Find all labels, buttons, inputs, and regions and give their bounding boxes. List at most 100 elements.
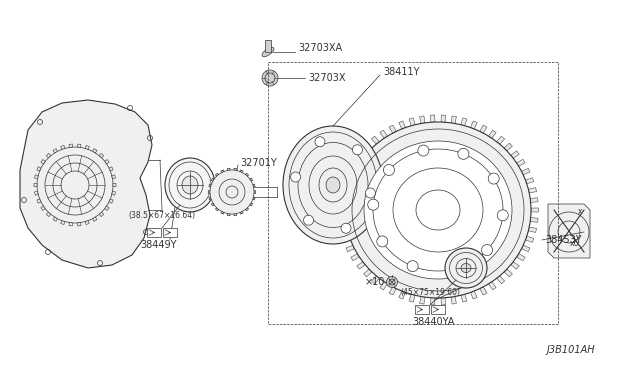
Polygon shape [245,208,248,211]
Polygon shape [105,206,109,211]
Polygon shape [497,276,505,284]
Polygon shape [109,167,113,171]
Polygon shape [430,115,435,122]
Polygon shape [525,178,534,184]
Polygon shape [451,116,456,124]
Circle shape [497,210,508,221]
Polygon shape [548,204,590,258]
Circle shape [291,172,301,182]
Polygon shape [37,199,41,203]
Polygon shape [245,173,248,176]
Polygon shape [227,168,230,170]
Polygon shape [346,168,355,175]
Ellipse shape [445,248,487,288]
Polygon shape [105,160,109,164]
Polygon shape [337,208,345,212]
Polygon shape [69,222,72,226]
Polygon shape [530,218,538,222]
Circle shape [368,199,379,210]
Ellipse shape [283,126,383,244]
Polygon shape [227,214,230,216]
Circle shape [341,223,351,233]
Polygon shape [216,208,219,211]
Polygon shape [420,116,425,124]
Polygon shape [346,245,355,252]
Circle shape [407,261,418,272]
Circle shape [262,70,278,86]
Polygon shape [253,197,255,200]
Polygon shape [250,178,253,181]
Polygon shape [461,294,467,302]
Polygon shape [470,121,477,129]
Polygon shape [77,222,81,226]
Polygon shape [34,183,37,187]
Polygon shape [112,191,115,195]
Polygon shape [371,136,380,144]
Polygon shape [254,190,256,193]
Text: x6: x6 [570,239,579,248]
Circle shape [377,236,388,247]
Polygon shape [211,178,214,181]
Polygon shape [409,294,415,302]
Polygon shape [504,143,513,151]
Polygon shape [488,282,496,290]
Polygon shape [41,160,45,164]
Circle shape [315,137,325,147]
Polygon shape [240,170,243,173]
Text: (45×75×19.60): (45×75×19.60) [400,288,460,297]
Polygon shape [420,296,425,304]
Polygon shape [113,183,116,187]
Circle shape [303,215,314,225]
Text: 32703XA: 32703XA [298,43,342,53]
Polygon shape [480,125,487,133]
Bar [415,305,429,314]
Polygon shape [351,254,360,261]
Bar [163,228,177,237]
Circle shape [488,173,499,184]
Polygon shape [529,187,536,193]
Polygon shape [208,190,210,193]
Text: 32701Y: 32701Y [240,158,276,168]
Polygon shape [516,254,525,261]
Bar [431,305,445,314]
Circle shape [383,164,394,176]
Polygon shape [216,173,219,176]
Circle shape [447,264,458,275]
Polygon shape [221,211,224,214]
Polygon shape [339,187,348,193]
Bar [268,62,558,324]
Polygon shape [488,130,496,138]
Text: 38449Y: 38449Y [140,240,177,250]
Ellipse shape [345,122,531,298]
Circle shape [418,145,429,156]
Polygon shape [93,149,97,153]
Polygon shape [371,276,380,284]
Polygon shape [409,118,415,126]
Polygon shape [46,212,51,217]
Polygon shape [389,287,396,295]
Polygon shape [41,206,45,211]
Polygon shape [85,145,90,150]
Polygon shape [250,203,253,206]
Polygon shape [109,199,113,203]
Polygon shape [504,269,513,277]
Polygon shape [253,184,255,187]
Polygon shape [399,121,406,129]
Polygon shape [61,145,65,150]
Polygon shape [339,227,348,232]
Polygon shape [356,151,365,158]
Circle shape [353,145,362,155]
Polygon shape [470,291,477,299]
Polygon shape [511,262,519,269]
Polygon shape [531,208,538,212]
Polygon shape [522,168,530,175]
Polygon shape [522,245,530,252]
Circle shape [365,188,376,198]
Polygon shape [380,130,387,138]
Text: J3B101AH: J3B101AH [547,345,595,355]
Polygon shape [451,296,456,304]
Ellipse shape [262,47,274,57]
Polygon shape [20,100,152,268]
Polygon shape [234,168,237,170]
Polygon shape [364,269,372,277]
